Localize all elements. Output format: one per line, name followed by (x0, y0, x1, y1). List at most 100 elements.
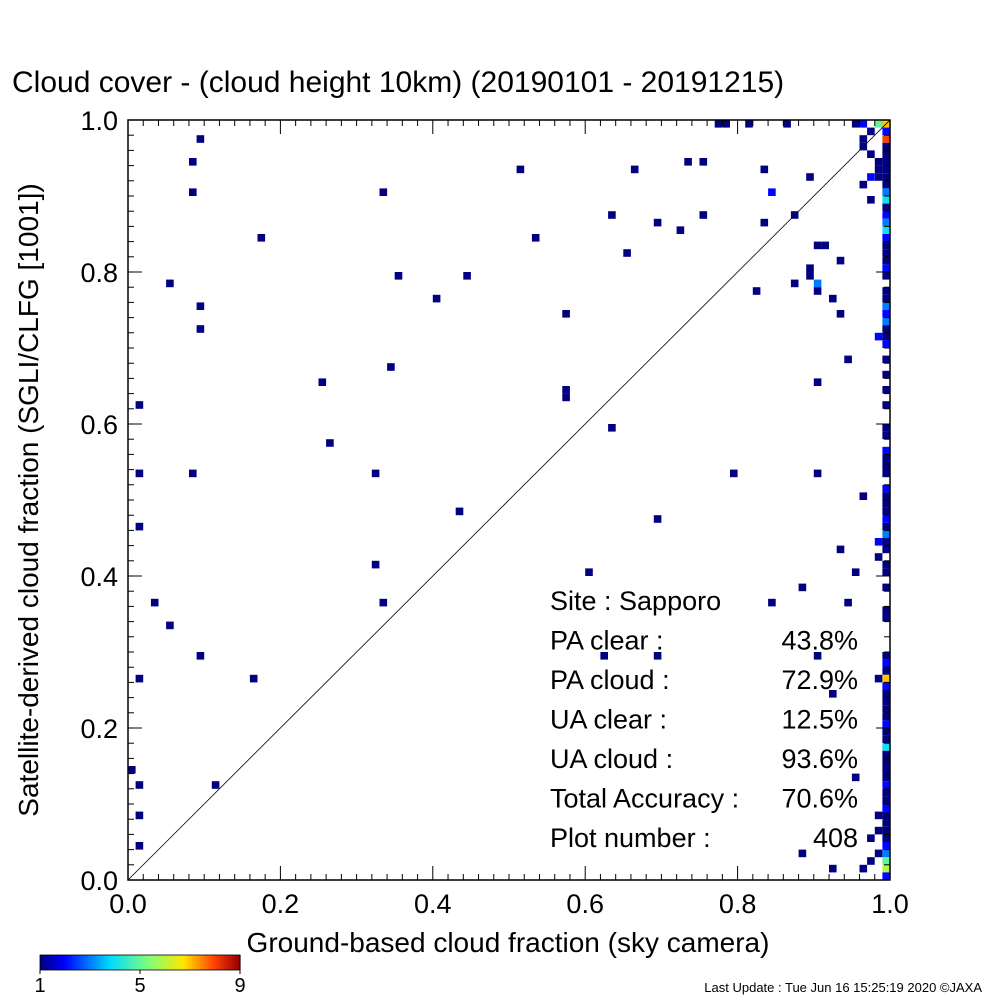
heatmap-cell (730, 469, 738, 478)
heatmap-cell (653, 218, 662, 227)
heatmap-cell (867, 173, 875, 181)
colorbar-segment (178, 955, 181, 970)
heatmap-cell (318, 378, 327, 386)
colorbar-segment (60, 955, 63, 970)
heatmap-cell (882, 872, 890, 880)
heatmap-cell (882, 826, 890, 835)
colorbar-segment (104, 955, 107, 970)
heatmap-cell (189, 158, 197, 166)
stat-value: 43.8% (781, 626, 858, 656)
colorbar-segment (102, 955, 105, 970)
heatmap-cell (676, 226, 685, 234)
heatmap-cell (882, 264, 890, 272)
heatmap-cell (882, 180, 890, 189)
heatmap-cell (699, 211, 708, 219)
stat-label: PA clear : (550, 626, 664, 656)
heatmap-cell (882, 355, 890, 364)
heatmap-cell (813, 241, 822, 250)
heatmap-cell (562, 386, 570, 394)
heatmap-cell (882, 127, 890, 136)
colorbar-segment (202, 955, 205, 970)
heatmap-cell (608, 424, 616, 432)
heatmap-cell (379, 188, 388, 196)
colorbar-segment (214, 955, 217, 970)
y-tick-label: 0.2 (80, 714, 118, 744)
colorbar-segment (106, 955, 109, 970)
stat-value: 12.5% (781, 705, 858, 735)
heatmap-cell (135, 522, 144, 531)
heatmap-cell (371, 560, 380, 569)
stat-value: 408 (813, 823, 858, 853)
heatmap-cell (882, 659, 890, 668)
colorbar-tick-label: 5 (134, 975, 145, 997)
heatmap-cell (249, 674, 258, 683)
heatmap-cell (882, 758, 890, 766)
heatmap-cell (684, 158, 692, 166)
heatmap-cell (882, 135, 890, 143)
colorbar-segment (72, 955, 75, 970)
colorbar-segment (196, 955, 199, 970)
heatmap-cell (531, 234, 540, 242)
statistics-box: Site : Sapporo PA clear : 43.8% PA cloud : 7… (550, 586, 858, 853)
x-tick-label: 0.0 (109, 889, 147, 919)
heatmap-cell (623, 249, 631, 257)
colorbar-segment (122, 955, 125, 970)
heatmap-cell (882, 606, 890, 614)
heatmap-cell (135, 401, 144, 409)
heatmap-cell (867, 834, 875, 842)
heatmap-cell (882, 142, 890, 151)
axis-ticks: 0.0 0.2 0.4 0.6 0.8 1.0 0.0 0.2 0.4 0.6 0.8 1.0 (80, 106, 908, 919)
heatmap-cell (882, 690, 890, 698)
heatmap-cell (882, 218, 890, 227)
heatmap-cell (882, 150, 890, 158)
colorbar-segment (136, 955, 139, 970)
heatmap-cell (867, 150, 875, 158)
heatmap-cell (257, 234, 266, 242)
colorbar-segment (112, 955, 115, 970)
colorbar-segment (184, 955, 187, 970)
heatmap-cell (882, 522, 890, 531)
heatmap-cell (135, 842, 144, 850)
colorbar-segment (180, 955, 183, 970)
heatmap-cell (859, 135, 868, 143)
heatmap-cell (562, 310, 570, 318)
heatmap-cell (882, 735, 890, 744)
colorbar-segment (76, 955, 79, 970)
heatmap-cell (752, 287, 761, 295)
heatmap-cell (867, 196, 875, 204)
colorbar-segment (84, 955, 87, 970)
heatmap-cell (768, 188, 776, 196)
colorbar-segment (140, 955, 143, 970)
heatmap-cell (882, 804, 890, 812)
diagonal-line (127, 119, 891, 881)
heatmap-cell (882, 674, 890, 683)
heatmap-cell (851, 120, 860, 128)
heatmap-cell (150, 598, 159, 607)
heatmap-cell (882, 256, 890, 265)
heatmap-cell (882, 773, 890, 782)
colorbar-segment (142, 955, 145, 970)
heatmap-cell (882, 158, 890, 166)
heatmap-cell (874, 538, 883, 546)
heatmap-cell (882, 188, 890, 196)
heatmap-cell (882, 165, 890, 174)
heatmap-cell (882, 462, 890, 470)
heatmap-cell (882, 560, 890, 569)
heatmap-cell (874, 826, 883, 835)
heatmap-cell (882, 811, 890, 820)
x-axis-label: Ground-based cloud fraction (sky camera) (247, 927, 770, 958)
colorbar-segment (182, 955, 185, 970)
heatmap-cell (874, 553, 883, 561)
y-axis-label: Satellite-derived cloud fraction (SGLI/C… (13, 183, 44, 816)
heatmap-cell (844, 355, 852, 364)
y-tick-label: 0.4 (80, 562, 118, 592)
heatmap-cell (166, 621, 174, 630)
heatmap-cell (882, 446, 890, 455)
colorbar-segment (168, 955, 171, 970)
colorbar-segment (164, 955, 167, 970)
heatmap-cell (874, 674, 883, 683)
heatmap-cell (859, 864, 868, 873)
heatmap-cell (135, 674, 144, 683)
colorbar-segment (174, 955, 177, 970)
